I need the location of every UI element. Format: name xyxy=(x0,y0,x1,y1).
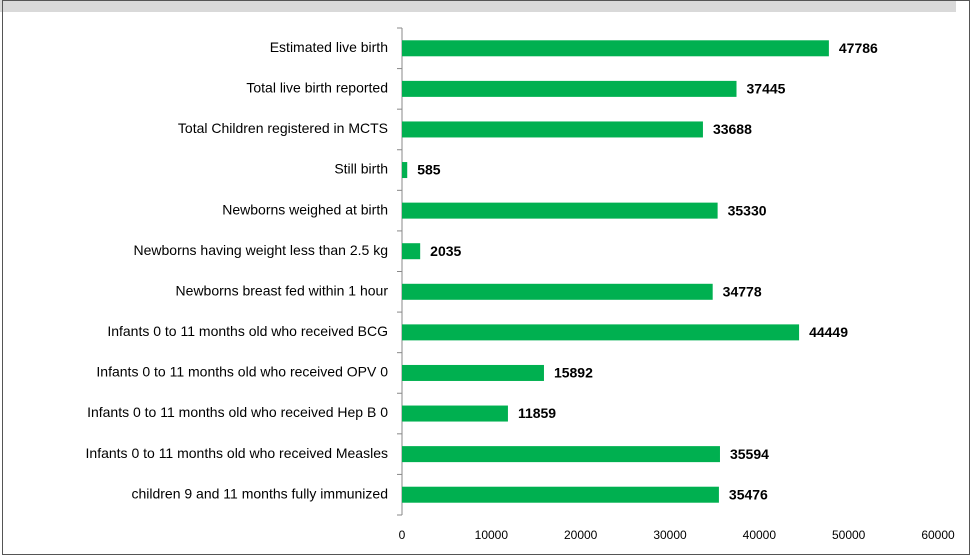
value-label: 585 xyxy=(417,162,441,178)
y-tick-label: Infants 0 to 11 months old who received … xyxy=(87,404,388,420)
value-label: 35330 xyxy=(728,202,767,218)
value-label: 11859 xyxy=(518,405,556,421)
y-tick-label: Newborns breast fed within 1 hour xyxy=(176,282,389,298)
y-tick-label: children 9 and 11 months fully immunized xyxy=(131,485,388,501)
bar xyxy=(402,243,421,260)
bar xyxy=(402,80,737,97)
top-band xyxy=(0,0,956,12)
bar xyxy=(402,324,800,341)
value-label: 47786 xyxy=(839,40,878,56)
y-tick-label: Total live birth reported xyxy=(246,80,388,96)
x-tick-label: 40000 xyxy=(743,528,777,542)
y-tick-label: Newborns weighed at birth xyxy=(222,201,388,217)
x-tick-label: 20000 xyxy=(564,528,598,542)
y-tick-label: Newborns having weight less than 2.5 kg xyxy=(134,242,388,258)
value-label: 2035 xyxy=(430,243,461,259)
value-label: 34778 xyxy=(723,283,762,299)
x-tick-label: 30000 xyxy=(653,528,687,542)
y-tick-label: Still birth xyxy=(334,161,388,177)
y-tick-label: Estimated live birth xyxy=(270,39,388,55)
x-tick-label: 0 xyxy=(399,528,406,542)
bar xyxy=(402,364,544,381)
x-tick-label: 10000 xyxy=(475,528,509,542)
y-tick-label: Infants 0 to 11 months old who received … xyxy=(107,323,388,339)
x-tick-label: 60000 xyxy=(921,528,955,542)
value-label: 15892 xyxy=(554,365,593,381)
y-tick-label: Infants 0 to 11 months old who received … xyxy=(96,364,388,380)
bar xyxy=(402,40,829,57)
value-label: 33688 xyxy=(713,121,752,137)
value-label: 35594 xyxy=(730,446,769,462)
value-label: 44449 xyxy=(809,324,848,340)
bar xyxy=(402,202,718,219)
y-tick-label: Infants 0 to 11 months old who received … xyxy=(86,445,388,461)
x-tick-label: 50000 xyxy=(832,528,866,542)
bar xyxy=(402,446,720,463)
y-tick-label: Total Children registered in MCTS xyxy=(178,120,388,136)
bar xyxy=(402,283,713,300)
value-label: 37445 xyxy=(747,81,786,97)
bar xyxy=(402,121,703,138)
bar xyxy=(402,162,408,179)
value-label: 35476 xyxy=(729,486,768,502)
bar xyxy=(402,405,508,422)
bar xyxy=(402,486,719,503)
